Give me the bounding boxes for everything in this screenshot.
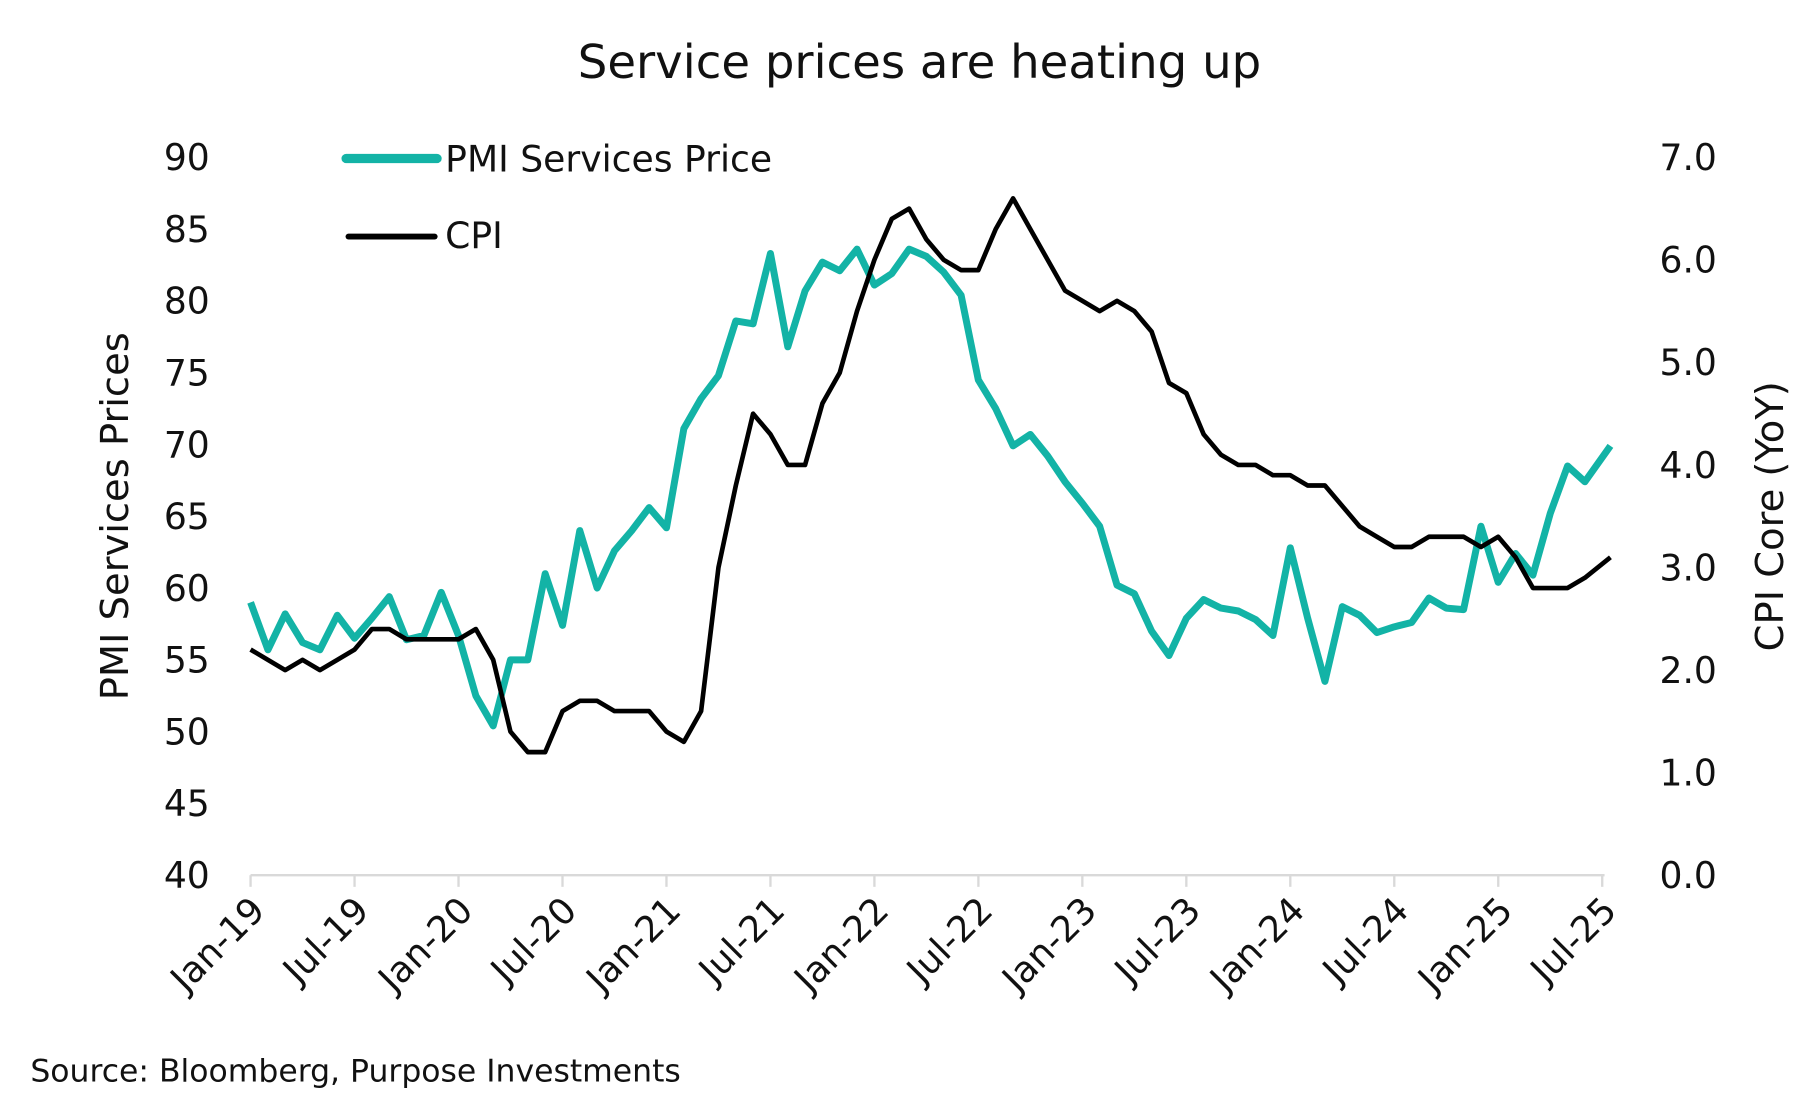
x-tick-label: Jan-20 <box>368 888 481 1001</box>
right-tick-label: 3.0 <box>1659 546 1716 589</box>
x-tick-label: Jan-23 <box>992 888 1105 1001</box>
x-tick-label: Jul-19 <box>273 888 377 992</box>
right-tick-label: 2.0 <box>1659 649 1716 692</box>
chart-title: Service prices are heating up <box>578 35 1261 89</box>
x-tick-label: Jan-24 <box>1200 888 1313 1001</box>
x-tick-label: Jul-21 <box>689 888 793 992</box>
series-line-cpi <box>249 196 1612 755</box>
legend-label-pmi: PMI Services Price <box>445 137 772 180</box>
left-axis-ticks: 40 45 50 55 60 65 70 75 80 85 90 <box>164 136 210 897</box>
left-tick-label: 50 <box>164 710 210 753</box>
source-note: Source: Bloomberg, Purpose Investments <box>30 1053 681 1089</box>
right-tick-label: 5.0 <box>1659 341 1716 384</box>
legend: PMI Services Price CPI <box>341 137 772 257</box>
x-tick-label: Jan-21 <box>576 888 689 1001</box>
x-tick-label: Jan-19 <box>160 888 273 1001</box>
right-tick-label: 4.0 <box>1659 444 1716 487</box>
left-axis-label: PMI Services Prices <box>93 332 138 700</box>
right-axis-label: CPI Core (YoY) <box>1748 381 1793 651</box>
left-tick-label: 70 <box>164 423 210 466</box>
right-tick-label: 0.0 <box>1659 854 1716 897</box>
x-tick-label: Jul-23 <box>1105 888 1209 992</box>
left-tick-label: 45 <box>164 782 210 825</box>
series-lines <box>247 196 1614 755</box>
x-tick-label: Jul-20 <box>481 888 585 992</box>
left-tick-label: 90 <box>164 136 210 179</box>
right-tick-label: 7.0 <box>1659 136 1716 179</box>
x-tick-label: Jul-24 <box>1313 888 1417 992</box>
right-tick-label: 6.0 <box>1659 239 1716 282</box>
left-tick-label: 80 <box>164 280 210 323</box>
legend-label-cpi: CPI <box>445 214 503 257</box>
left-tick-label: 75 <box>164 351 210 394</box>
left-tick-label: 60 <box>164 567 210 610</box>
x-tick-label: Jan-22 <box>784 888 897 1001</box>
left-tick-label: 65 <box>164 495 210 538</box>
x-tick-label: Jul-22 <box>897 888 1001 992</box>
left-tick-label: 55 <box>164 639 210 682</box>
right-tick-label: 1.0 <box>1659 751 1716 794</box>
right-axis-ticks: 0.0 1.0 2.0 3.0 4.0 5.0 6.0 7.0 <box>1659 136 1716 897</box>
x-tick-label: Jan-25 <box>1408 888 1521 1001</box>
series-line-pmi <box>247 245 1614 730</box>
left-tick-label: 40 <box>164 854 210 897</box>
left-tick-label: 85 <box>164 208 210 251</box>
x-tick-label: Jul-25 <box>1521 888 1625 992</box>
